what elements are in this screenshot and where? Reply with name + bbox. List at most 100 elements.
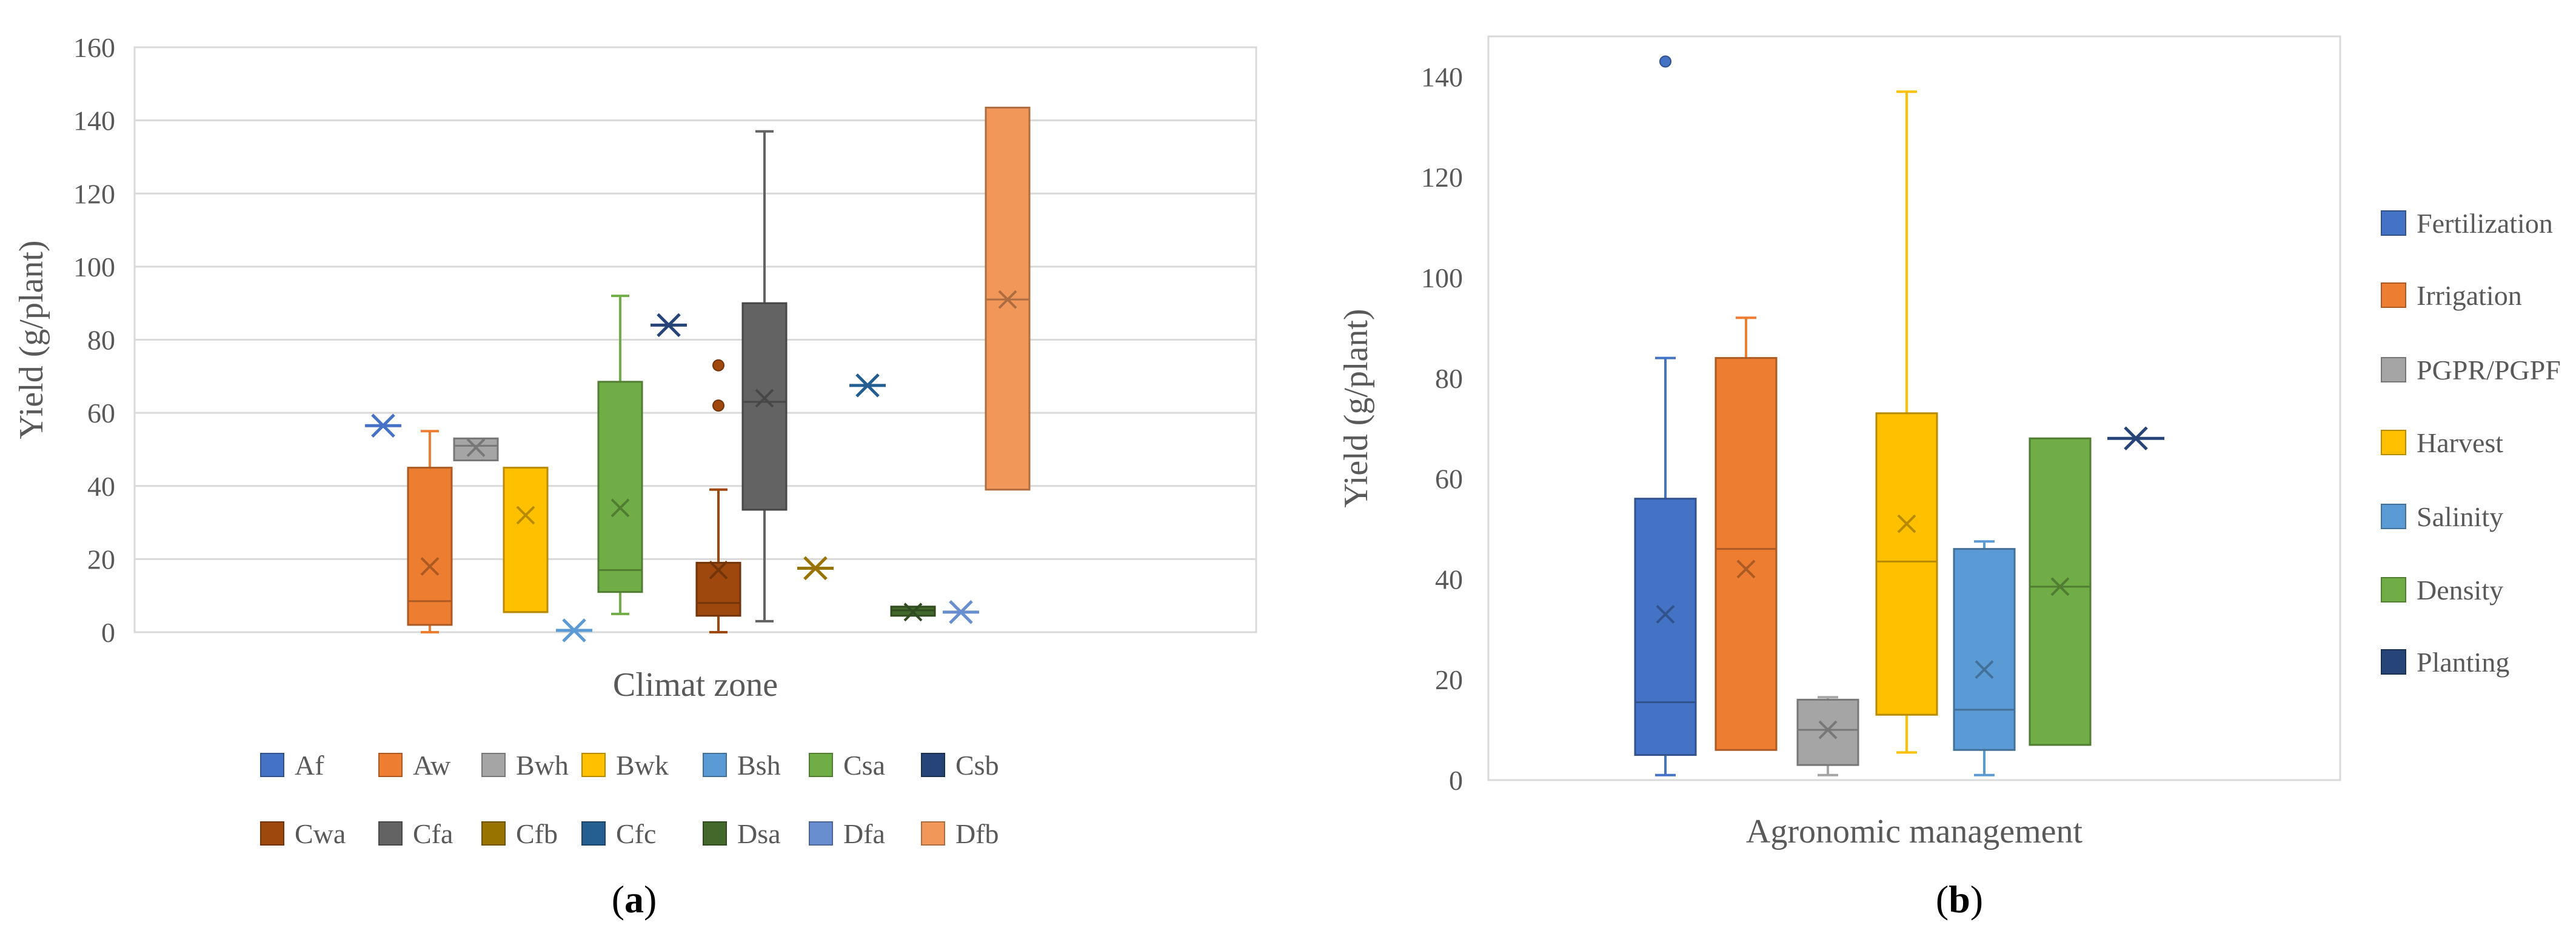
mean-marker: [420, 557, 440, 576]
y-tick-label: 100: [1421, 262, 1463, 293]
legend-item: Csb: [921, 750, 999, 781]
legend-label: Af: [295, 750, 324, 781]
box: [503, 467, 549, 613]
mean-marker: [2124, 426, 2148, 451]
legend-swatch: [481, 821, 506, 846]
series-cfc: [849, 373, 886, 398]
mean-marker: [755, 389, 774, 408]
outlier-point: [1659, 55, 1671, 68]
y-tick-label: 20: [1435, 664, 1463, 695]
series-fertilization: [1634, 55, 1697, 776]
mean-marker: [1736, 559, 1756, 579]
y-tick-label: 120: [73, 178, 115, 209]
legend-label: Csb: [955, 750, 999, 781]
legend-swatch: [581, 753, 606, 777]
series-bwk: [503, 467, 549, 613]
box: [407, 467, 453, 626]
legend-item: Cfb: [481, 818, 558, 849]
mean-marker: [562, 618, 586, 643]
legend-label: Cfc: [616, 818, 656, 849]
legend-item: Bwh: [481, 750, 569, 781]
y-tick-label: 80: [1435, 363, 1463, 394]
plot-area-frame: [1487, 35, 2341, 781]
legend-label: Planting: [2417, 647, 2509, 678]
series-density: [2029, 437, 2092, 746]
y-tick-label: 60: [1435, 464, 1463, 495]
legend-swatch: [809, 821, 833, 846]
legend-label: Aw: [413, 750, 451, 781]
legend-label: Dfb: [955, 818, 999, 849]
legend-label: Bwk: [616, 750, 669, 781]
mean-marker: [1897, 514, 1916, 533]
legend-item: Bwk: [581, 750, 669, 781]
legend-swatch: [2381, 282, 2406, 308]
legend-item: Density: [2381, 575, 2503, 606]
series-csa: [597, 295, 643, 615]
series-bsh: [556, 618, 592, 643]
legend-swatch: [703, 821, 727, 846]
mean-marker: [1818, 720, 1838, 739]
legend-label: Bwh: [516, 750, 569, 781]
legend-swatch: [2381, 357, 2406, 382]
y-tick-label: 140: [73, 105, 115, 136]
y-tick-label: 60: [87, 398, 115, 429]
legend-swatch: [2381, 649, 2406, 675]
mean-marker: [998, 290, 1017, 309]
outlier-point: [712, 399, 724, 412]
legend-label: Irrigation: [2417, 280, 2522, 311]
legend-label: Density: [2417, 575, 2503, 606]
outlier-point: [712, 359, 724, 372]
y-tick-label: 160: [73, 32, 115, 63]
panel-label-letter: a: [624, 878, 644, 921]
legend-label: Cwa: [295, 818, 346, 849]
legend-label: Cfb: [516, 818, 558, 849]
mean-marker: [803, 556, 828, 581]
legend-item: Csa: [809, 750, 885, 781]
legend-label: Salinity: [2417, 501, 2503, 532]
legend-label: Fertilization: [2417, 208, 2553, 239]
series-harvest: [1875, 90, 1938, 754]
legend-label: Dsa: [737, 818, 781, 849]
legend-item: Dsa: [703, 818, 781, 849]
legend-swatch: [260, 753, 284, 777]
panel-label: (a): [612, 878, 657, 921]
x-axis-title: Climat zone: [613, 666, 778, 704]
box: [1796, 698, 1859, 766]
legend-swatch: [378, 753, 403, 777]
box: [453, 437, 499, 462]
legend-item: Cfc: [581, 818, 656, 849]
box: [597, 381, 643, 593]
legend-swatch: [581, 821, 606, 846]
legend-swatch: [2381, 577, 2406, 603]
series-cwa: [695, 359, 741, 633]
mean-marker: [855, 373, 880, 398]
box: [1634, 498, 1697, 756]
legend-swatch: [921, 821, 945, 846]
series-af: [365, 413, 401, 438]
legend-swatch: [481, 753, 506, 777]
legend-item: Planting: [2381, 647, 2509, 678]
y-axis-title: Yield (g/plant): [1337, 309, 1375, 507]
legend-item: Irrigation: [2381, 280, 2522, 311]
legend-swatch: [2381, 210, 2406, 236]
series-dfa: [943, 600, 979, 624]
legend-swatch: [2381, 504, 2406, 529]
legend-swatch: [2381, 430, 2406, 455]
panel-label-letter: b: [1949, 878, 1970, 921]
legend-item: Harvest: [2381, 427, 2503, 458]
y-tick-label: 100: [73, 252, 115, 282]
series-aw: [407, 430, 453, 633]
mean-marker: [709, 561, 728, 579]
y-tick-label: 40: [1435, 564, 1463, 595]
chart-b: 0 20 40 60 80 100 120 140 Yield (g/plant) Agronom…: [1337, 35, 2561, 921]
legend-label: PGPR/PGPF: [2417, 355, 2561, 386]
x-axis-title: Agronomic management: [1746, 813, 2083, 850]
legend: Af Aw Bwh Bwk Bsh Csa Csb Cwa Cfa Cfb Cfc Dsa Dfa Dfb: [260, 750, 999, 849]
legend: Fertilization Irrigation PGPR/PGPF Harvest S…: [2381, 208, 2561, 678]
y-axis-title: Yield (g/plant): [13, 240, 50, 439]
mean-marker: [1656, 604, 1675, 624]
legend-item: Fertilization: [2381, 208, 2553, 239]
legend-item: Dfb: [921, 818, 999, 849]
mean-marker: [466, 438, 486, 457]
